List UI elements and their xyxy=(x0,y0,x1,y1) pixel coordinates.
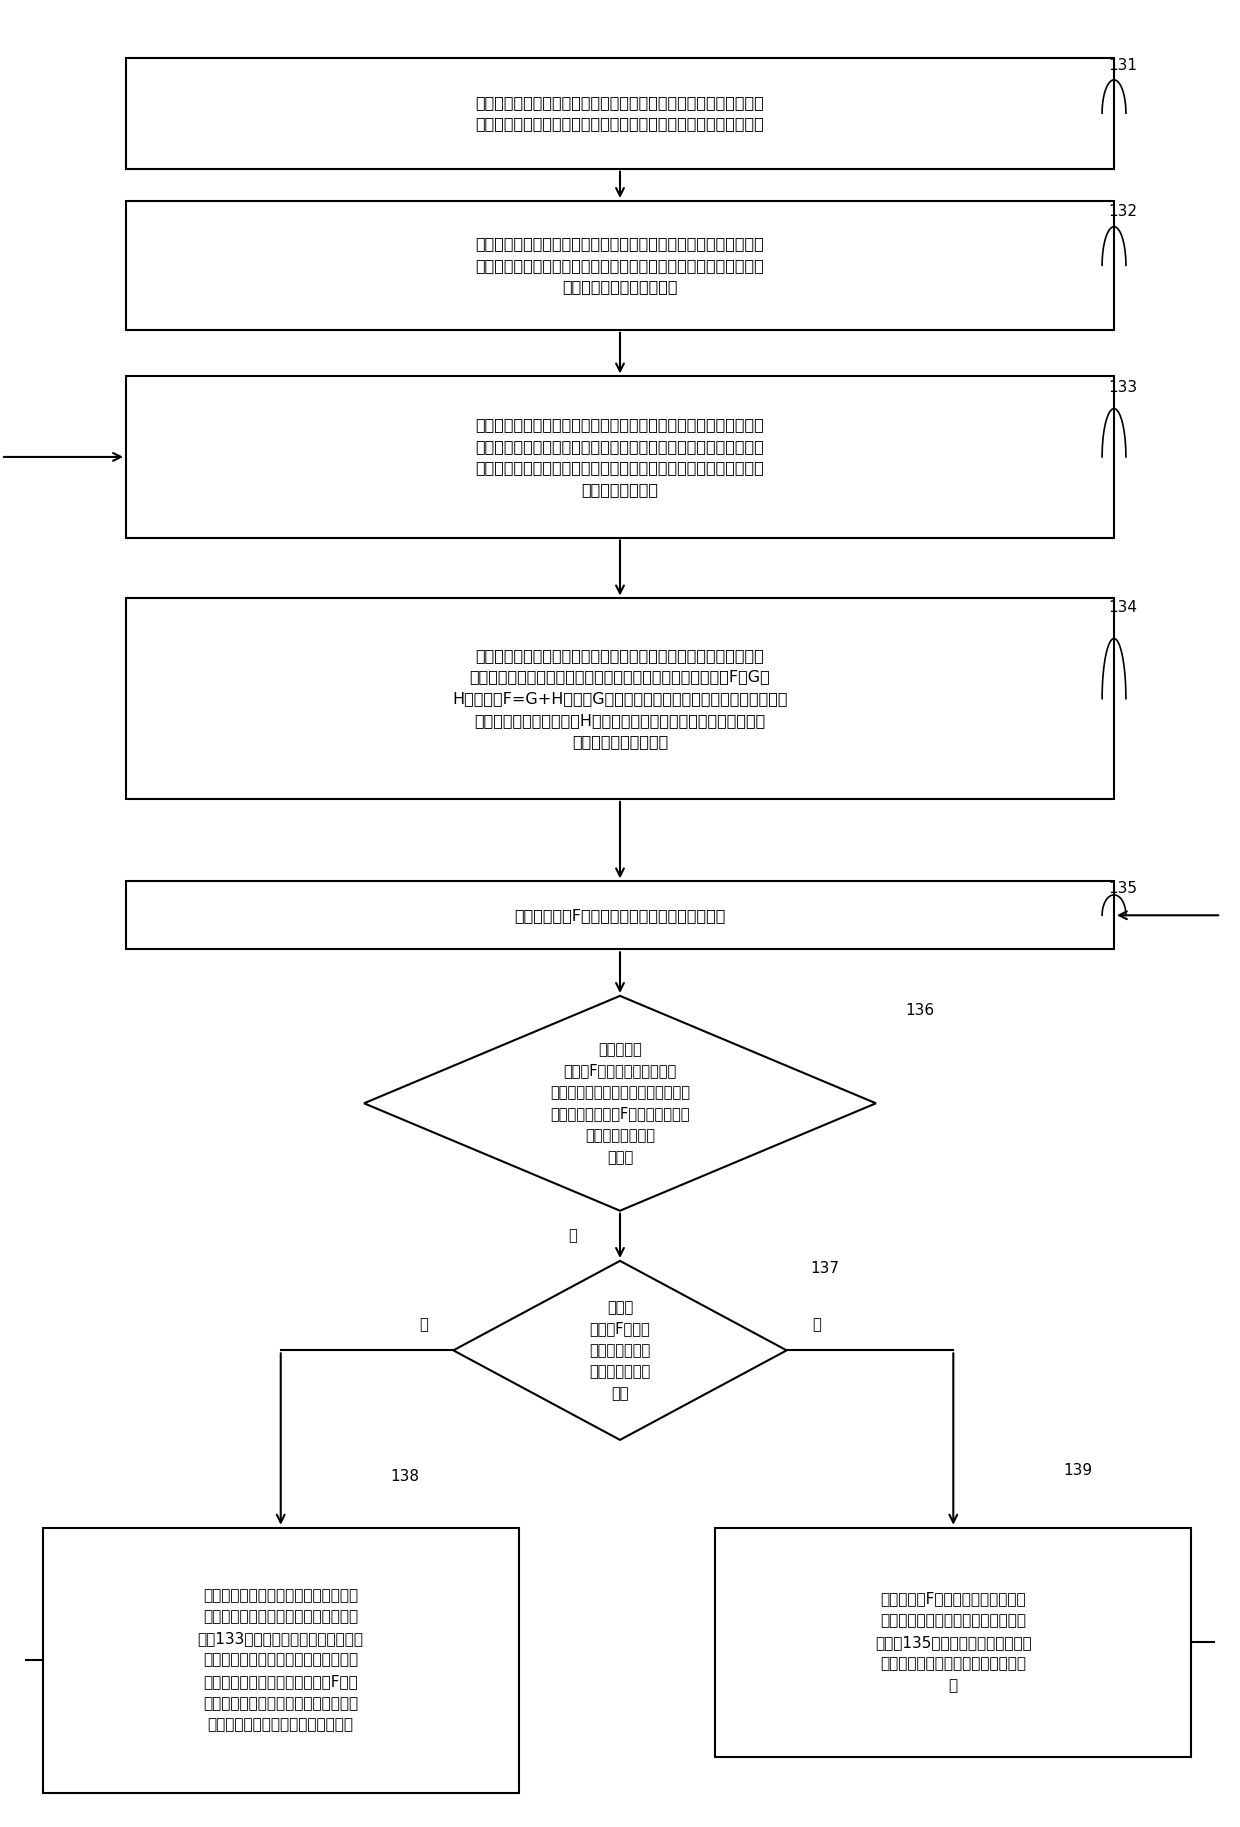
Text: 判断所
述最小F对应的
第一待选择路径
节点是否为路径
节点: 判断所 述最小F对应的 第一待选择路径 节点是否为路径 节点 xyxy=(589,1299,651,1401)
Polygon shape xyxy=(454,1261,786,1440)
Text: 将所述起点对应的栅格加入预设的关闭列表，并且将所述第一待选择
路径节点对应的栅格加入预设的开启列表，其中，所述关闭列表用于
记录不被考虑用于选择路径的栅格，所述: 将所述起点对应的栅格加入预设的关闭列表，并且将所述第一待选择 路径节点对应的栅格… xyxy=(476,417,764,497)
Text: 根据所述移动机器人的机身所在的栅格，获取第一待选择路径节点对
应的栅格，所述第一待选择路径节点为所述移动机器人位于所述起点
时，所述机身最外一圈的点: 根据所述移动机器人的机身所在的栅格，获取第一待选择路径节点对 应的栅格，所述第一… xyxy=(476,236,764,294)
Text: 根据所述具
有最小F的第一待选择路径节
点所在的栅格和所述目标点所在的栅
格，判断所述最小F对应的第一待选
择路径节点是否为
目标点: 根据所述具 有最小F的第一待选择路径节 点所在的栅格和所述目标点所在的栅 格，判… xyxy=(551,1041,689,1166)
Text: 131: 131 xyxy=(1109,58,1137,73)
Text: 是: 是 xyxy=(419,1317,428,1332)
Text: 确定具有最小F的第一待选择路径节点所在的栅格: 确定具有最小F的第一待选择路径节点所在的栅格 xyxy=(515,908,725,923)
FancyBboxPatch shape xyxy=(126,201,1114,331)
Text: 135: 135 xyxy=(1109,881,1137,897)
Text: 134: 134 xyxy=(1109,599,1137,616)
Polygon shape xyxy=(365,996,875,1211)
Text: 否: 否 xyxy=(812,1317,821,1332)
Text: 将所述移动机器人进行路径选择的区域划分为多个栅格，并且确定所
述移动机器人的机身、所述起点、所述目标点以及障碍点所在的栅格: 将所述移动机器人进行路径选择的区域划分为多个栅格，并且确定所 述移动机器人的机身… xyxy=(476,95,764,132)
Text: 否: 否 xyxy=(568,1228,577,1244)
Text: 133: 133 xyxy=(1109,380,1137,395)
FancyBboxPatch shape xyxy=(42,1527,518,1792)
Text: 136: 136 xyxy=(905,1003,935,1018)
FancyBboxPatch shape xyxy=(715,1527,1192,1758)
Text: 将所述最小F对应的第一待选择路径
节点加入所述关闭列表，并且跳转执
行步骤135，基于所述开启列表中的
第一待选择路径节点重新确定路径节
点: 将所述最小F对应的第一待选择路径 节点加入所述关闭列表，并且跳转执 行步骤135… xyxy=(875,1591,1032,1694)
FancyBboxPatch shape xyxy=(126,58,1114,168)
Text: 139: 139 xyxy=(1063,1463,1092,1478)
Text: 根据所述起点所在的栅格、所述目标点所在的栅格以及所述第一待选
择路径节点对应的栅格，计算所述第一待选择路径节点对应的F、G、
H，其中，F=G+H，所述G指的是: 根据所述起点所在的栅格、所述目标点所在的栅格以及所述第一待选 择路径节点对应的栅… xyxy=(453,649,787,749)
Text: 138: 138 xyxy=(391,1469,419,1484)
FancyBboxPatch shape xyxy=(126,599,1114,798)
Text: 137: 137 xyxy=(811,1261,839,1275)
FancyBboxPatch shape xyxy=(126,881,1114,950)
Text: 132: 132 xyxy=(1109,205,1137,219)
FancyBboxPatch shape xyxy=(126,376,1114,537)
Text: 获取第二待选择路径节点对应的栅格，
基于所述第二待选择路径节点跳转执行
步骤133，以对所述移动机器人的路径
节点进行继续搜索，其中，所述第二待
选择路径节点指: 获取第二待选择路径节点对应的栅格， 基于所述第二待选择路径节点跳转执行 步骤13… xyxy=(197,1588,363,1732)
